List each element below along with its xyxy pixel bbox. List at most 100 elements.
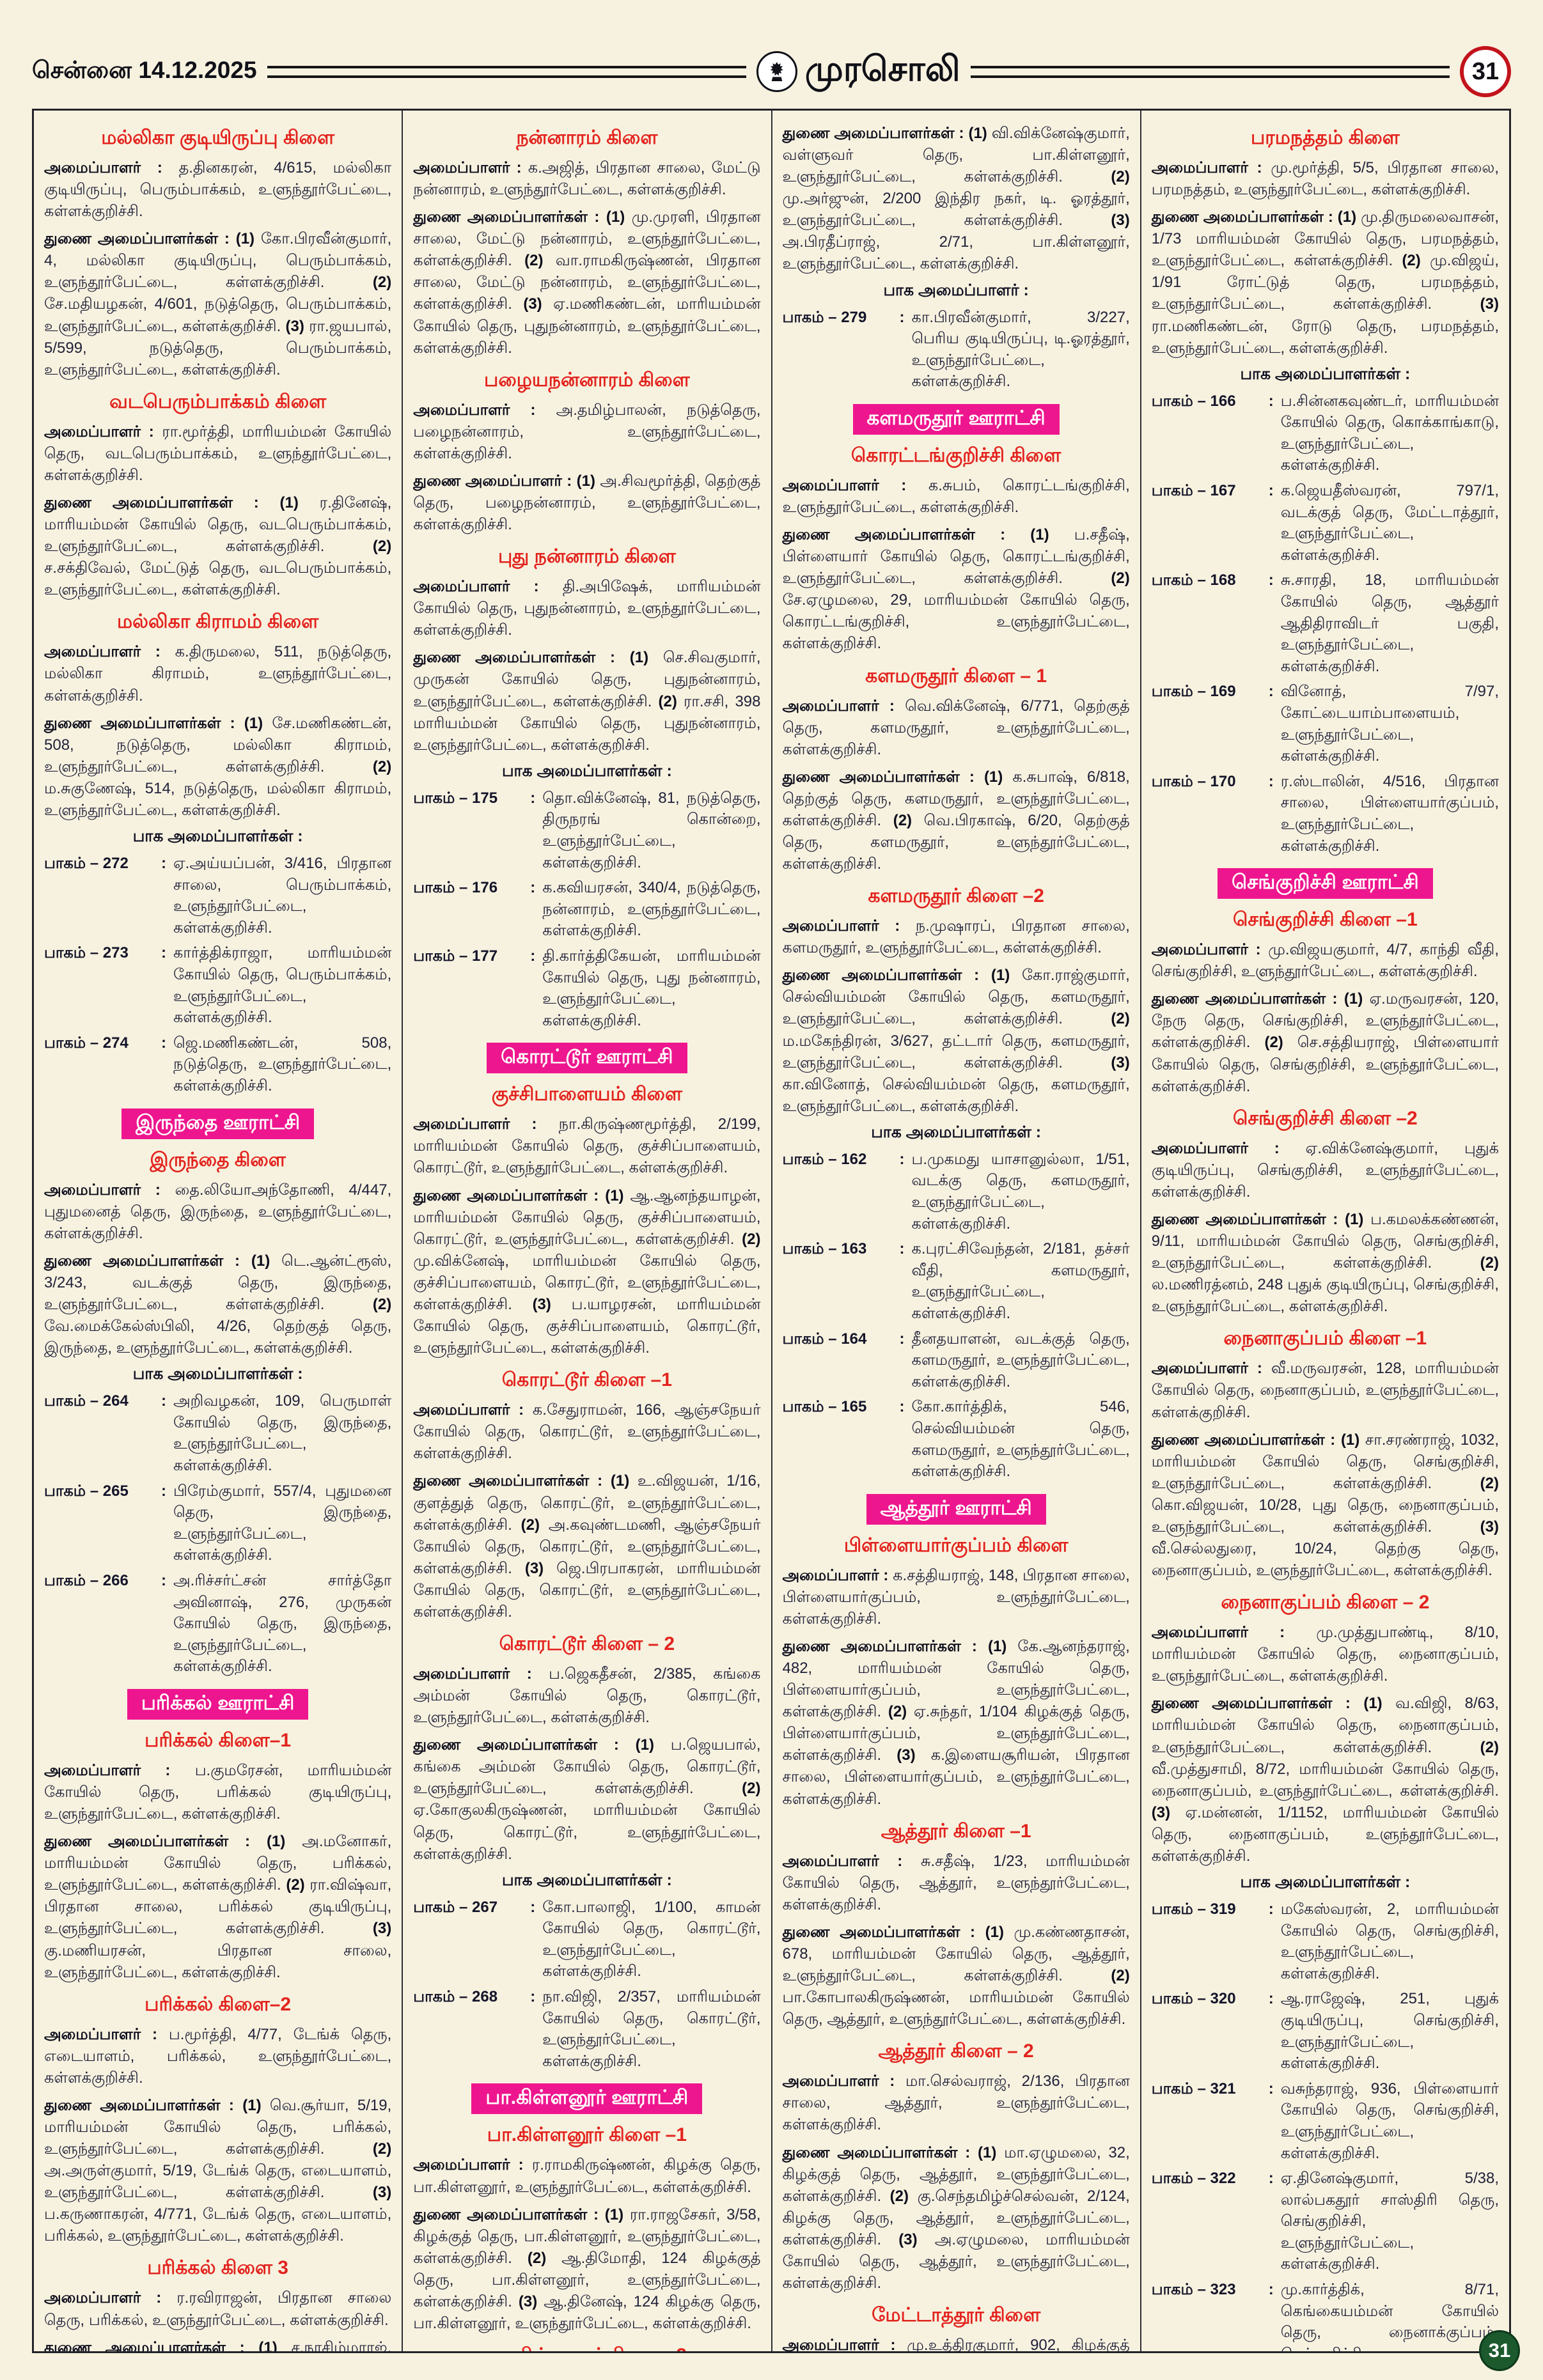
ward-row: பாகம் – 162: ப.முகமது யாசானுல்லா, 1/51, வ… [782, 1150, 1130, 1233]
organizer-paragraph: அமைப்பாளர் : ப.குமரேசன், மாரியம்மன் கோயி… [44, 1761, 392, 1823]
branch-heading: களமருதூர் கிளை – 1 [865, 665, 1047, 687]
masthead: முரசொலி [756, 49, 960, 94]
organizer-paragraph: துணை அமைப்பாளர்கள் : (1) டெ.ஆன்ட்ரூஸ், 3… [44, 1252, 392, 1357]
ward-row: பாகம் – 177: தி.கார்த்திகேயன், மாரியம்மன்… [413, 947, 761, 1029]
content-columns: மல்லிகா குடியிருப்பு கிளை அமைப்பாளர் : த.… [32, 109, 1511, 2353]
organizer-paragraph: அமைப்பாளர் : ப.மூர்த்தி, 4/77, டேங்க் தெ… [44, 2025, 392, 2087]
ward-row: பாகம் – 163: க.புரட்சிவேந்தன், 2/181, தச்… [782, 1240, 1130, 1323]
organizer-paragraph: துணை அமைப்பாளர்கள் : (1) ஏ.மருவரசன், 120… [1151, 990, 1500, 1095]
panchayat-banner: பா.கிள்ளனூர் ஊராட்சி [413, 2083, 760, 2115]
ward-row: பாகம் – 267: கோ.பாலாஜி, 1/100, காமன் கோயி… [413, 1898, 761, 1980]
ward-row: பாகம் – 167: க.ஜெயதீஸ்வரன், 797/1, வடக்கு… [1151, 482, 1499, 564]
ward-row: பாகம் – 279: கா.பிரவீன்குமார், 3/227, பெர… [782, 308, 1130, 391]
ward-organizers-subhead: பாக அமைப்பாளர்கள் : [501, 1871, 672, 1889]
branch-heading: கொரட்டங்குறிச்சி கிளை [850, 444, 1061, 466]
branch-heading: மல்லிகா கிராமம் கிளை [117, 611, 319, 633]
ward-row: பாகம் – 321: வசுந்தராஜ், 936, பிள்ளையார் … [1151, 2080, 1499, 2162]
organizer-paragraph: அமைப்பாளர் : த.தினகரன், 4/615, மல்லிகா க… [44, 159, 392, 221]
organizer-paragraph: அமைப்பாளர் : தை.லியோஅந்தோணி, 4/447, புது… [44, 1181, 392, 1242]
ward-organizers-subhead: பாக அமைப்பாளர்கள் : [132, 827, 303, 846]
ward-row: பாகம் – 323: மு.கார்த்திக், 8/71, கெங்கைய… [1151, 2281, 1499, 2351]
organizer-paragraph: அமைப்பாளர் : மு.மூர்த்தி, 5/5, பிரதான சா… [1151, 159, 1499, 199]
panchayat-banner: களமருதூர் ஊராட்சி [783, 403, 1130, 435]
branch-heading: வடபெரும்பாக்கம் கிளை [109, 391, 327, 412]
organizer-paragraph: துணை அமைப்பாளர்கள் : (1) ப.சதீஷ், பிள்ளை… [782, 526, 1130, 653]
branch-heading: செங்குறிச்சி கிளை –1 [1233, 909, 1418, 931]
ward-row: பாகம் – 272: ஏ.அய்யப்பன், 3/416, பிரதான ச… [44, 855, 392, 937]
panchayat-banner: செங்குறிச்சி ஊராட்சி [1152, 868, 1499, 899]
branch-heading: மல்லிகா குடியிருப்பு கிளை [101, 127, 335, 148]
organizer-paragraph: துணை அமைப்பாளர் : (1) அ.சிவமூர்த்தி, தெற… [413, 472, 761, 534]
ward-row: பாகம் – 273: கார்த்திக்ராஜா, மாரியம்மன் க… [44, 944, 392, 1027]
organizer-paragraph: துணை அமைப்பாளர்கள் : (1) ப.கமலக்கண்ணன், … [1151, 1210, 1499, 1316]
ward-row: பாகம் – 322: ஏ.தினேஷ்குமார், 5/38, லால்பக… [1151, 2170, 1499, 2273]
organizer-paragraph: அமைப்பாளர் : க.அஜித், பிரதான சாலை, மேட்ட… [413, 159, 761, 199]
organizer-paragraph: அமைப்பாளர் : வெ.விக்னேஷ், 6/771, தெற்குத… [782, 697, 1130, 758]
branch-heading: மேட்டாத்தூர் கிளை [872, 2305, 1041, 2326]
organizer-paragraph: அமைப்பாளர் : தி.அபிஷேக், மாரியம்மன் கோயி… [413, 578, 761, 639]
branch-heading: செங்குறிச்சி கிளை –2 [1233, 1107, 1418, 1129]
organizer-paragraph: துணை அமைப்பாளர்கள் : (1) வெ.சூர்யா, 5/19… [44, 2096, 392, 2245]
ward-organizers-subhead: பாக அமைப்பாளர்கள் : [1240, 1872, 1411, 1891]
organizer-paragraph: அமைப்பாளர் : க.சேதுராமன், 166, ஆஞ்சநேயர்… [413, 1401, 761, 1463]
branch-heading: குச்சிபாளையம் கிளை [491, 1084, 683, 1105]
ward-organizers-subhead: பாக அமைப்பாளர்கள் : [132, 1365, 303, 1383]
bottom-page-number: 31 [1479, 2330, 1520, 2371]
organizer-paragraph: அமைப்பாளர் : ந.முஷாரப், பிரதான சாலை, களம… [782, 917, 1130, 957]
branch-heading: ஆத்தூர் கிளை – 2 [878, 2041, 1034, 2062]
organizer-paragraph: அமைப்பாளர் : ரா.மூர்த்தி, மாரியம்மன் கோய… [44, 423, 392, 484]
ward-row: பாகம் – 169: வினோத், 7/97, கோட்டையாம்பாளை… [1151, 683, 1499, 765]
ward-row: பாகம் – 320: ஆ.ராஜேஷ், 251, புதுக் குடியி… [1151, 1990, 1499, 2073]
branch-heading: பழையநன்னாரம் கிளை [484, 369, 690, 391]
organizer-paragraph: அமைப்பாளர் : மு.முத்துபாண்டி, 8/10, மாரி… [1151, 1624, 1499, 1685]
ward-organizers-subhead: பாக அமைப்பாளர்கள் : [871, 1123, 1042, 1141]
column-4: பரமநத்தம் கிளை அமைப்பாளர் : மு.மூர்த்தி, … [1140, 111, 1509, 2351]
branch-heading: கொரட்டூர் கிளை –1 [501, 1369, 672, 1391]
ward-organizers-subhead: பாக அமைப்பாளர்கள் : [1240, 364, 1411, 383]
organizer-paragraph: அமைப்பாளர் : சு.சதீஷ், 1/23, மாரியம்மன் … [782, 1852, 1130, 1913]
page-header: சென்னை 14.12.2025 முரசொலி 31 [32, 46, 1511, 97]
branch-heading: புது நன்னாரம் கிளை [497, 546, 676, 568]
ward-row: பாகம் – 165: கோ.கார்த்திக், 546, செல்வியம… [782, 1398, 1130, 1481]
organizer-paragraph: துணை அமைப்பாளர்கள் : (1) ப.ஜெயபால், கங்க… [413, 1736, 761, 1863]
organizer-paragraph: அமைப்பாளர் : நா.கிருஷ்ணமூர்த்தி, 2/199, … [413, 1116, 761, 1177]
ward-organizers-subhead: பாக அமைப்பாளர் : [883, 281, 1029, 299]
panchayat-banner: பரிக்கல் ஊராட்சி [44, 1688, 391, 1720]
panchayat-banner: கொரட்டூர் ஊராட்சி [413, 1043, 760, 1074]
ward-row: பாகம் – 268: நா.விஜி, 2/357, மாரியம்மன் க… [413, 1988, 761, 2070]
header-rule-left [267, 65, 746, 78]
branch-heading: நன்னாரம் கிளை [516, 127, 658, 148]
organizer-paragraph: அமைப்பாளர் : மு.விஜயகுமார், 4/7, காந்தி … [1151, 941, 1499, 981]
organizer-paragraph: துணை அமைப்பாளர்கள் : (1) ஆ.ஆனந்தயாழன், ம… [413, 1186, 761, 1357]
branch-heading: ஆத்தூர் கிளை –1 [881, 1820, 1031, 1842]
column-1: மல்லிகா குடியிருப்பு கிளை அமைப்பாளர் : த.… [34, 111, 402, 2351]
branch-heading: பா.கிள்ளனூர் கிளை –2 [413, 2345, 760, 2351]
ward-row: பாகம் – 266: அ.ரிச்சர்ட்சன் சார்த்தோ அவின… [44, 1571, 392, 1676]
organizer-paragraph: அமைப்பாளர் : க.திருமலை, 511, நடுத்தெரு, … [44, 643, 392, 704]
organizer-paragraph: அமைப்பாளர் : ப.ஜெகதீசன், 2/385, கங்கை அம… [413, 1665, 761, 1727]
organizer-paragraph: துணை அமைப்பாளர்கள் : (1) மு.திருமலைவாசன்… [1151, 208, 1499, 357]
dateline: சென்னை 14.12.2025 [32, 56, 257, 83]
organizer-paragraph: அமைப்பாளர் : வீ.மருவரசன், 128, மாரியம்மன… [1151, 1360, 1499, 1421]
branch-heading: களமருதூர் கிளை –2 [868, 885, 1044, 907]
page-number-badge: 31 [1460, 46, 1511, 97]
header-rule-right [970, 65, 1450, 78]
organizer-paragraph: துணை அமைப்பாளர்கள் : (1) சே.மணிகண்டன், 5… [44, 714, 392, 819]
organizer-paragraph: துணை அமைப்பாளர்கள் : (1) வி.விக்னேஷ்குமா… [782, 125, 1130, 273]
organizer-paragraph: அமைப்பாளர் : ர.ரவிராஜன், பிரதான சாலை தெர… [44, 2289, 392, 2329]
ward-row: பாகம் – 274: ஜெ.மணிகண்டன், 508, நடுத்தெரு… [44, 1034, 392, 1094]
ward-row: பாகம் – 319: மகேஸ்வரன், 2, மாரியம்மன் கோய… [1151, 1900, 1499, 1982]
organizer-paragraph: துணை அமைப்பாளர்கள் : (1) சா.சரண்ராஜ், 10… [1151, 1431, 1499, 1580]
organizer-paragraph: துணை அமைப்பாளர்கள் : (1) மு.முரளி, பிரதா… [413, 208, 761, 357]
organizer-paragraph: அமைப்பாளர் : அ.தமிழ்பாலன், நடுத்தெரு, பழ… [413, 401, 761, 462]
panchayat-banner: இருந்தை ஊராட்சி [44, 1108, 391, 1139]
ward-row: பாகம் – 166: ப.சின்னகவுண்டர், மாரியம்மன் … [1151, 392, 1499, 474]
organizer-paragraph: துணை அமைப்பாளர்கள் : (1) கோ.பிரவீன்குமார… [44, 230, 392, 378]
organizer-paragraph: அமைப்பாளர் : ர.ராமகிருஷ்ணன், கிழக்கு தெர… [413, 2156, 761, 2196]
column-3: துணை அமைப்பாளர்கள் : (1) வி.விக்னேஷ்குமா… [771, 111, 1140, 2351]
ward-row: பாகம் – 265: பிரேம்குமார், 557/4, புதுமனை… [44, 1482, 392, 1564]
organizer-paragraph: துணை அமைப்பாளர்கள் : (1) உ.விஜயன், 1/16,… [413, 1472, 761, 1621]
organizer-paragraph: துணை அமைப்பாளர்கள் : (1) மு.கண்ணதாசன், 6… [782, 1923, 1130, 2028]
organizer-paragraph: அமைப்பாளர் : மா.செல்வராஜ், 2/136, பிரதான… [782, 2073, 1130, 2134]
